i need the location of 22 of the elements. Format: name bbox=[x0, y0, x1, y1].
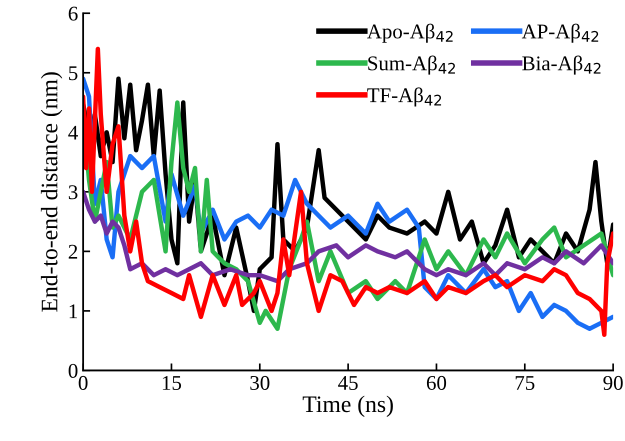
y-tick-label: 5 bbox=[69, 66, 78, 80]
x-tick-label: 0 bbox=[78, 376, 88, 390]
x-axis-title: Time (ns) bbox=[302, 396, 393, 417]
y-tick-label: 3 bbox=[68, 185, 78, 200]
y-tick-label: 1 bbox=[70, 304, 78, 318]
x-tick-label: 30 bbox=[250, 376, 270, 390]
y-tick-label: 6 bbox=[68, 6, 78, 21]
legend-label: AP-Aβ$_{42}$ bbox=[522, 24, 598, 43]
legend-label: Sum-Aβ$_{42}$ bbox=[368, 56, 455, 75]
y-axis-title: End-to-end distance (nm) bbox=[40, 72, 62, 312]
y-tick-label: 2 bbox=[68, 244, 78, 259]
legend-label: Bia-Aβ$_{42}$ bbox=[522, 56, 600, 75]
y-tick-label: 4 bbox=[68, 126, 78, 140]
legend-label: TF-Aβ$_{42}$ bbox=[367, 87, 442, 106]
y-tick-label: 0 bbox=[68, 364, 78, 378]
line-series bbox=[83, 190, 614, 284]
x-tick-label: 75 bbox=[516, 376, 534, 390]
x-tick-label: 60 bbox=[426, 376, 446, 390]
x-tick-label: 45 bbox=[338, 376, 358, 390]
legend-label: Apo-Aβ$_{42}$ bbox=[367, 24, 453, 43]
x-tick-label: 90 bbox=[603, 376, 623, 390]
x-tick-label: 15 bbox=[162, 376, 182, 390]
